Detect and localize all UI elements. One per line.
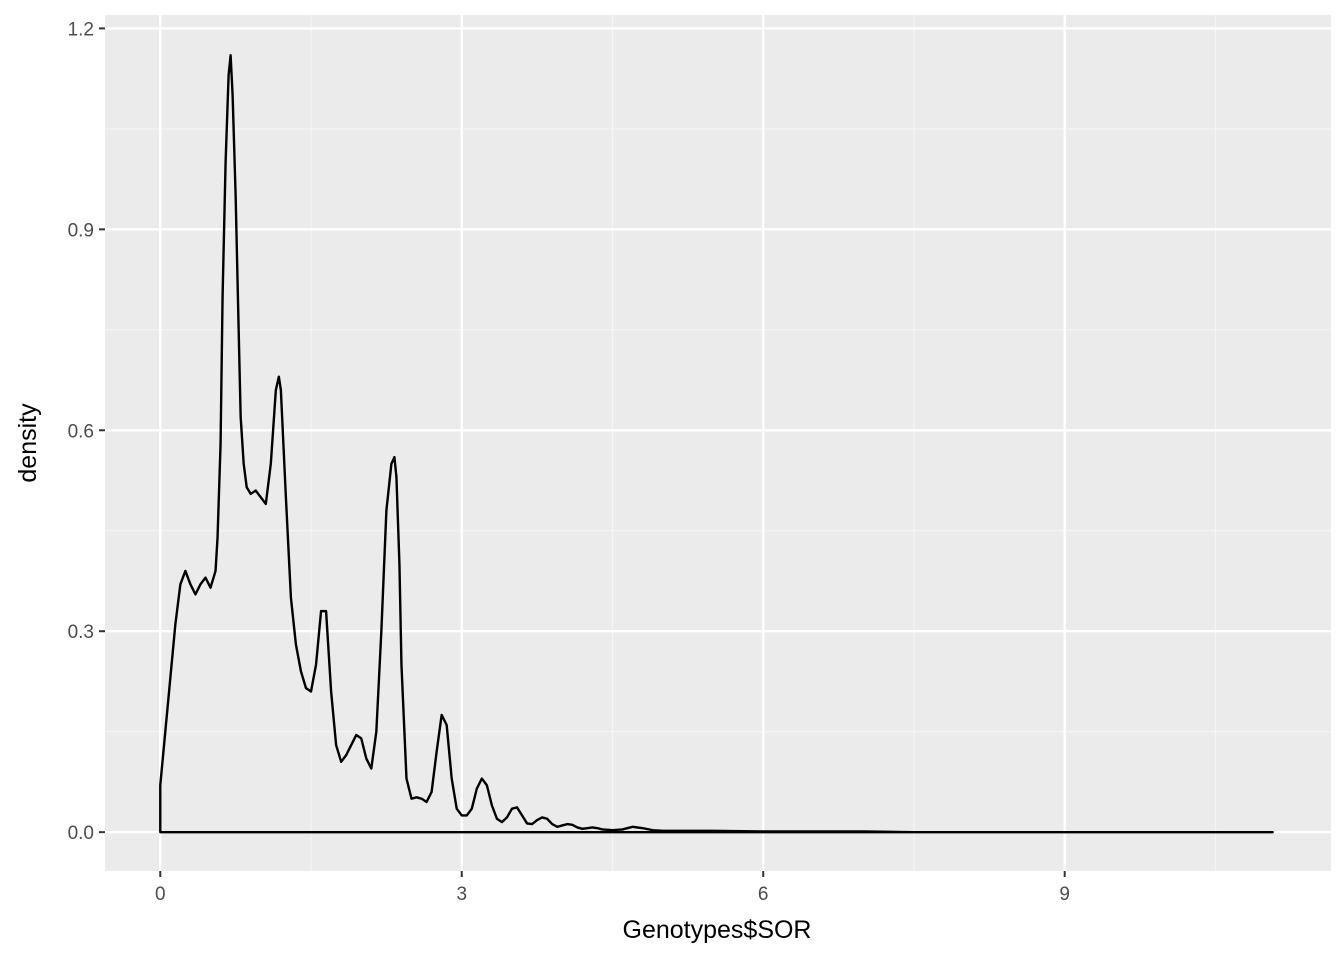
- x-tick-label: 3: [456, 884, 467, 905]
- y-tick-label: 0.0: [68, 823, 94, 844]
- minor-gridlines: [105, 15, 1331, 871]
- x-axis-title: Genotypes$SOR: [623, 916, 812, 944]
- x-tick-label: 6: [758, 884, 769, 905]
- y-tick-label: 1.2: [68, 19, 94, 40]
- y-axis-title: density: [14, 403, 42, 483]
- y-tick-label: 0.6: [68, 421, 94, 442]
- x-tick-label: 9: [1059, 884, 1070, 905]
- panel-background: [105, 15, 1331, 871]
- y-axis: 0.0 0.3 0.6 0.9 1.2: [68, 19, 105, 844]
- y-tick-label: 0.9: [68, 220, 94, 241]
- y-tick-label: 0.3: [68, 622, 94, 643]
- x-axis: 0 3 6 9: [155, 871, 1070, 905]
- x-tick-label: 0: [155, 884, 166, 905]
- density-curve: [159, 53, 1274, 834]
- density-layer: [159, 53, 1274, 834]
